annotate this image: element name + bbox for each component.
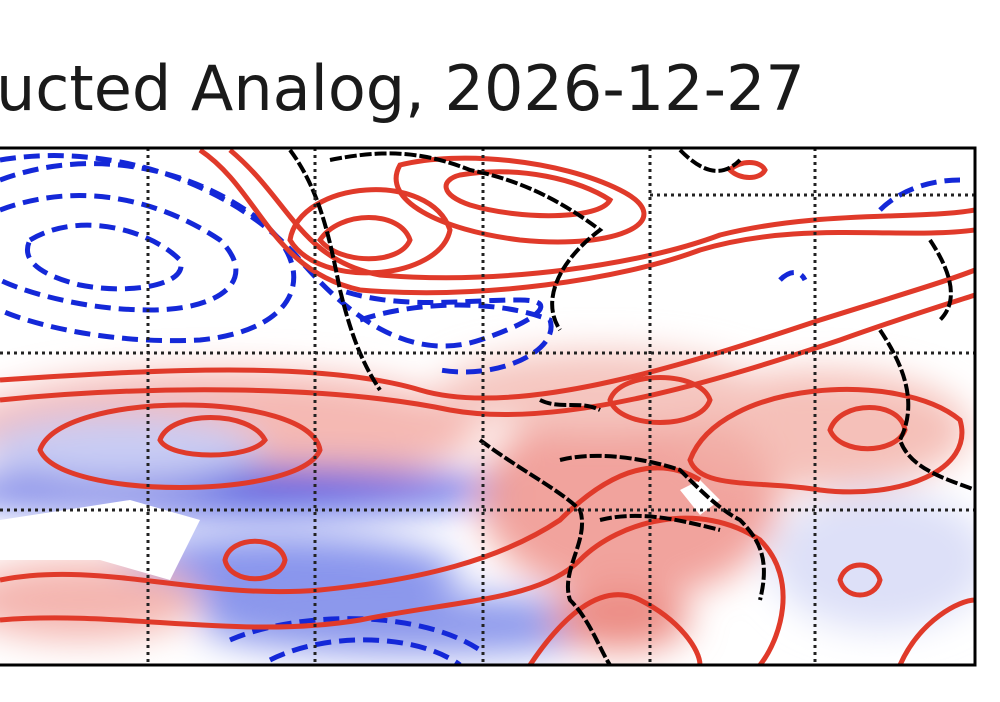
positive-contours [0,148,975,665]
coastlines [288,148,975,665]
negative-contours [0,153,961,665]
map-title: ucted Analog, 2026-12-27 [0,52,805,125]
map-frame [0,146,977,667]
map-area [0,148,975,665]
graticule [0,148,975,665]
